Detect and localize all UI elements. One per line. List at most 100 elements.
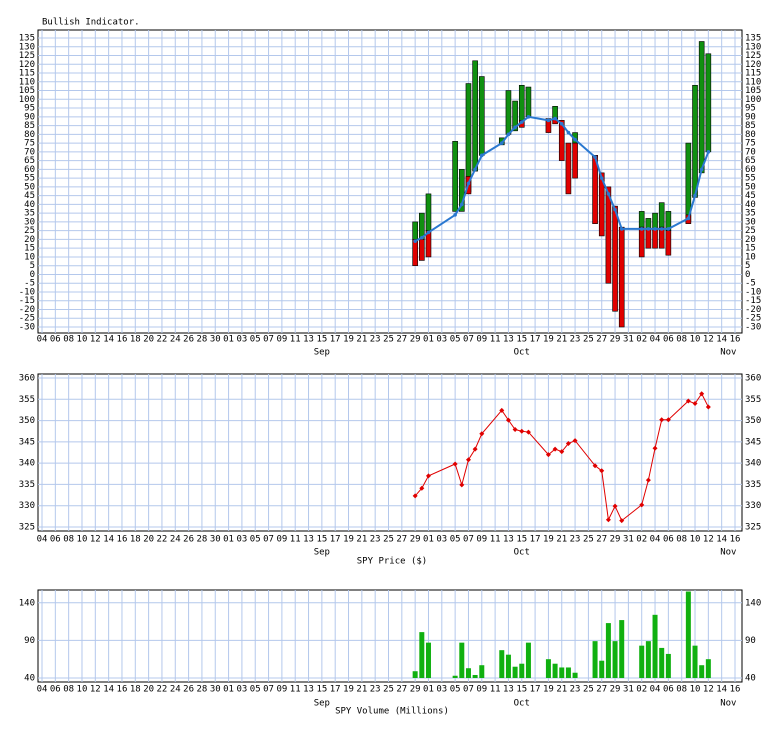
up-bar [472,60,478,172]
x-tick-label: 28 [197,535,208,545]
x-tick-label: 30 [210,685,221,695]
x-tick-label: 26 [183,685,194,695]
x-tick-label: 06 [50,535,61,545]
price-point [525,429,531,435]
x-tick-label: 29 [410,685,421,695]
month-label: Nov [720,548,736,558]
x-tick-label: 05 [250,685,261,695]
x-tick-label: 17 [530,685,541,695]
price-point [419,485,425,491]
indicator-point [526,115,531,119]
x-tick-label: 15 [516,685,527,695]
volume-bar [519,663,525,678]
x-tick-label: 14 [103,535,114,545]
x-tick-label: 02 [636,685,647,695]
price-point [559,449,565,455]
y-tick-label: 120 [19,60,35,70]
up-bar [705,53,712,153]
y-tick-label: 55 [24,174,35,184]
x-tick-label: 03 [236,335,247,345]
y-tick-label-right: 70 [745,147,756,157]
volume-bar [525,642,531,678]
x-tick-label: 17 [330,535,341,545]
y-tick-label: 85 [24,121,35,131]
price-line [414,392,709,522]
x-tick-label: 31 [623,685,634,695]
x-tick-label: 22 [157,335,168,345]
y-tick-label: 135 [19,34,35,44]
y-tick-label: 20 [24,235,35,245]
y-tick-label-right: 345 [745,437,761,447]
x-tick-label: 14 [103,685,114,695]
y-tick-label: 335 [19,480,35,490]
x-tick-label: 19 [343,685,354,695]
x-tick-label: 11 [490,685,501,695]
volume-bar [592,641,598,678]
y-tick-label-right: 355 [745,395,761,405]
down-bar [572,142,578,179]
x-tick-label: 03 [436,685,447,695]
x-tick-label: 29 [610,535,621,545]
indicator-point [653,227,657,231]
indicator-point [519,120,524,124]
x-tick-label: 17 [530,535,541,545]
x-tick-label: 18 [130,535,141,545]
volume-bar [699,665,705,678]
x-tick-label: 29 [410,535,421,545]
volume-bar [472,674,478,678]
indicator-point [699,167,704,172]
x-tick-label: 29 [610,685,621,695]
x-tick-label: 31 [623,335,634,345]
volume-bar [479,665,485,678]
x-tick-label: 04 [37,535,48,545]
y-tick-label-right: -30 [745,323,761,333]
price-point [612,503,618,509]
x-tick-label: 29 [610,335,621,345]
indicator-point [413,239,417,243]
x-tick-label: 11 [290,335,301,345]
y-tick-label: 60 [24,165,35,175]
x-tick-label: 08 [676,335,687,345]
plot-area [37,29,743,334]
volume-bar [705,659,711,678]
x-tick-label: 04 [650,535,661,545]
month-label: Sep [314,699,330,709]
y-tick-label-right: 100 [745,95,761,105]
month-label: Sep [314,348,330,358]
x-tick-label: 23 [570,535,581,545]
y-tick-label: 45 [24,191,35,201]
volume-bar [565,667,571,678]
indicator-point [666,227,671,231]
y-tick-label: 35 [24,209,35,219]
x-tick-label: 01 [423,685,434,695]
indicator-point [459,202,464,207]
down-bar [645,228,652,249]
y-tick-label: 350 [19,416,35,426]
x-tick-label: 08 [63,685,74,695]
x-tick-label: 04 [650,335,661,345]
price-point [599,468,605,474]
price-point [552,446,558,452]
x-tick-label: 07 [463,335,474,345]
x-tick-label: 05 [450,685,461,695]
y-tick-label-right: 125 [745,51,761,61]
x-tick-label: 20 [143,335,154,345]
price-point [505,417,511,423]
indicator-point [573,137,577,142]
y-tick-label: 10 [24,252,35,262]
volume-bar [465,668,471,678]
y-tick-label: 330 [19,501,35,511]
price-point [592,463,598,469]
x-tick-label: 04 [37,335,48,345]
volume-bar [639,645,645,678]
x-tick-label: 19 [343,535,354,545]
y-tick-label-right: 65 [745,156,756,166]
indicator-point [499,141,504,145]
x-tick-label: 27 [396,535,407,545]
up-bar [525,86,532,118]
volume-bar [619,620,625,678]
y-tick-label: -30 [19,323,35,333]
x-tick-label: 13 [503,535,514,545]
x-tick-label: 03 [436,335,447,345]
up-bar [638,211,645,228]
